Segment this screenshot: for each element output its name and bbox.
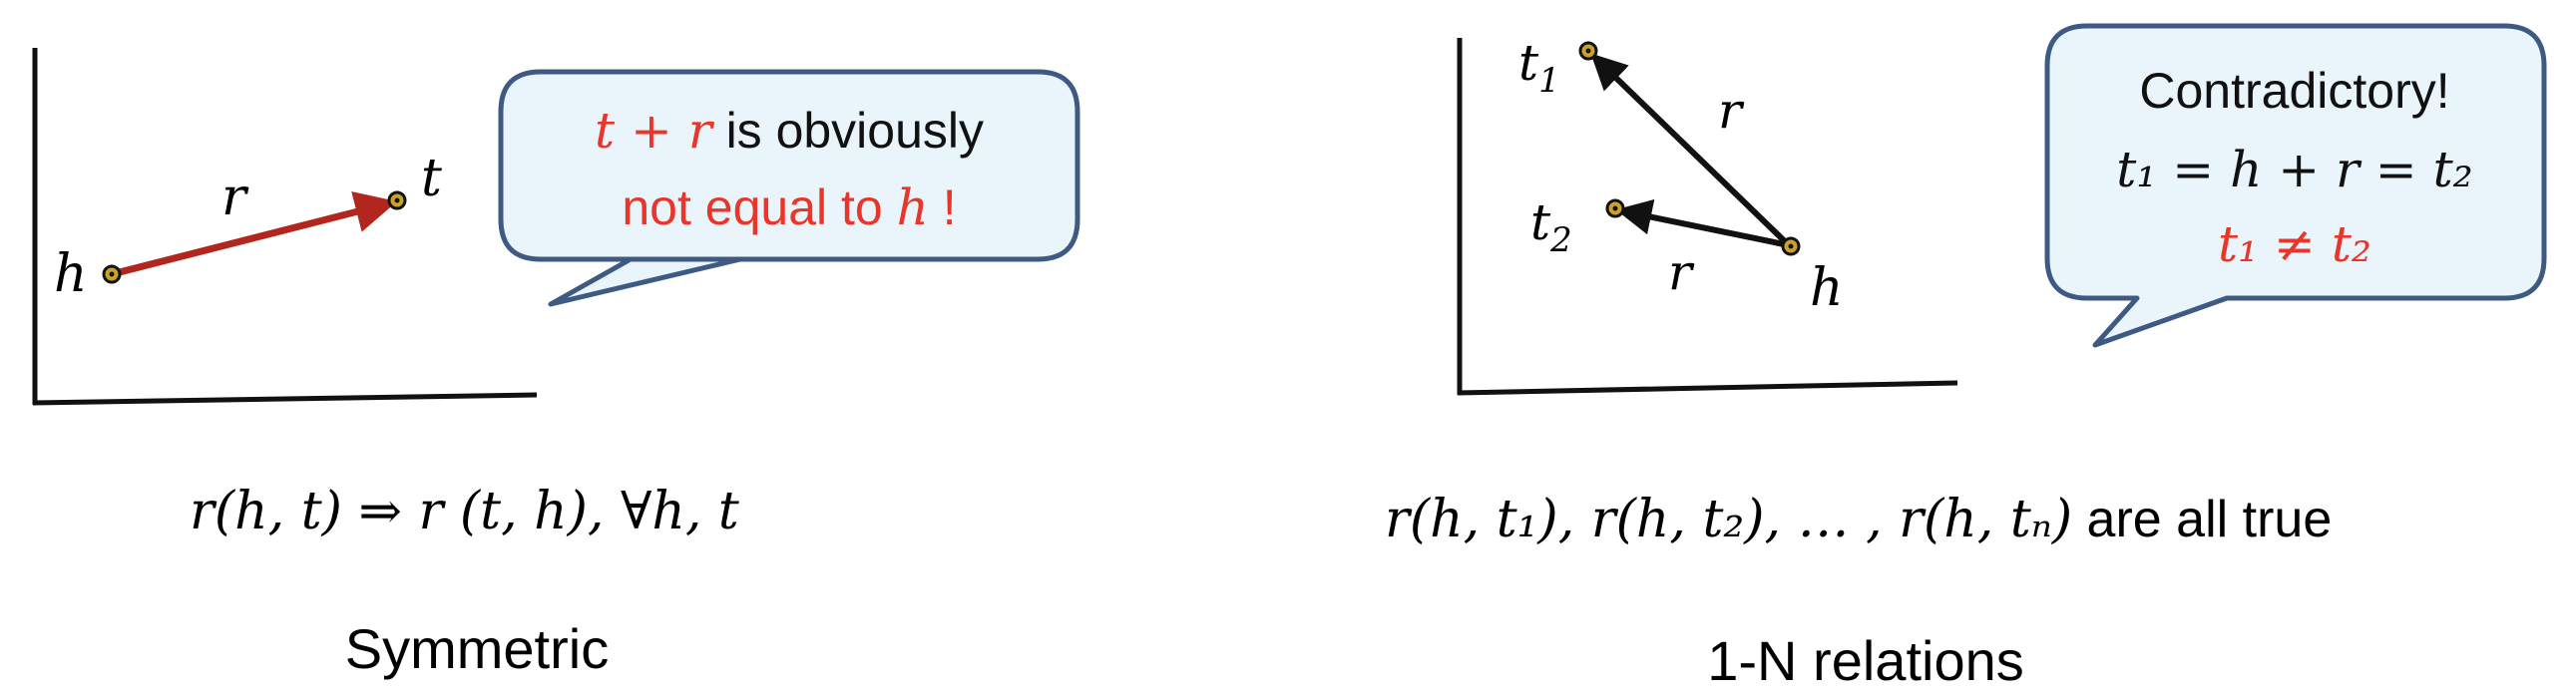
callout-math-h: h: [897, 178, 929, 236]
right-callout-line2: t₁ = h + r = t₂: [2116, 141, 2472, 198]
left-head-point: [102, 264, 122, 284]
right-axes: [1457, 38, 1958, 396]
one-to-n-formula-text: are all true: [2072, 491, 2332, 548]
right-callout-bubble: [2044, 23, 2547, 348]
right-relation-label-lower: r: [1668, 243, 1695, 301]
left-tail-label: t: [421, 149, 442, 208]
right-relation-arrow-t2: [1615, 198, 1790, 248]
right-relation-label-upper: r: [1718, 82, 1745, 140]
left-callout-bubble: [498, 69, 1080, 307]
callout-text-obviously: is obviously: [712, 103, 984, 159]
callout-text-exclaim: !: [929, 179, 957, 235]
t1-letter: t: [1518, 34, 1539, 92]
left-head-label: h: [54, 244, 88, 304]
callout-text-not-equal: not equal to: [622, 179, 896, 235]
t2-subscript: 2: [1549, 220, 1572, 260]
right-callout-line1: Contradictory!: [2139, 63, 2449, 119]
right-head-point: [1781, 236, 1801, 256]
left-x-axis: [32, 392, 538, 406]
one-to-n-caption: 1-N relations: [1707, 629, 2023, 692]
t1-subscript: 1: [1538, 61, 1560, 101]
right-relation-arrow-t1: [1590, 53, 1792, 248]
symmetric-caption: Symmetric: [345, 617, 609, 680]
left-axes: [32, 48, 538, 406]
symmetric-formula: r(h, t) ⇒ r (t, h), ∀h, t: [190, 482, 739, 541]
right-t2-label: t2: [1530, 193, 1572, 260]
left-relation-label: r: [221, 168, 249, 227]
one-to-n-formula-math: r(h, t₁), r(h, t₂), … , r(h, tₙ): [1385, 490, 2072, 549]
t2-letter: t: [1530, 193, 1551, 251]
right-x-axis: [1457, 380, 1958, 396]
right-head-label: h: [1810, 258, 1844, 318]
callout-math-t-plus-r: t + r: [595, 102, 715, 160]
right-t1-label: t1: [1518, 34, 1560, 101]
left-tail-point: [387, 190, 407, 210]
left-relation-arrow: [111, 191, 398, 278]
left-callout-line2: not equal to h !: [622, 178, 956, 236]
one-to-n-formula: r(h, t₁), r(h, t₂), … , r(h, tₙ) are all…: [1385, 490, 2332, 549]
right-t1-point: [1578, 41, 1598, 61]
left-callout-line1: t + r is obviously: [595, 102, 984, 160]
right-t2-point: [1605, 198, 1625, 218]
right-callout-line3: t₁ ≠ t₂: [2218, 215, 2371, 273]
